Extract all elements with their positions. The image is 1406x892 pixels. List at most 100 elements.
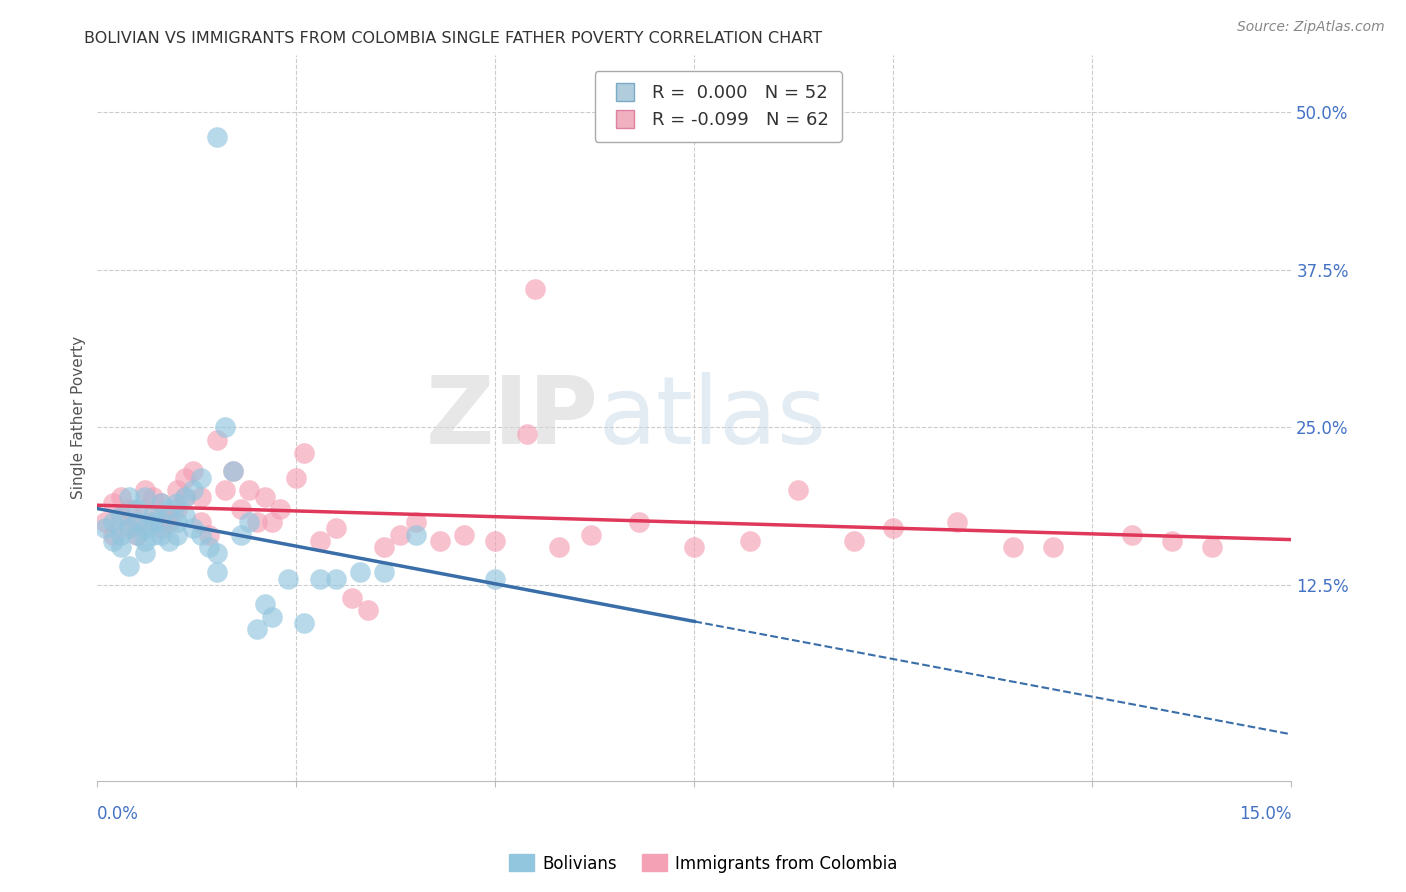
Point <box>579 527 602 541</box>
Point <box>166 483 188 498</box>
Point <box>134 547 156 561</box>
Point <box>190 490 212 504</box>
Point <box>157 502 180 516</box>
Point <box>205 433 228 447</box>
Point <box>157 508 180 523</box>
Point <box>262 515 284 529</box>
Point <box>627 515 650 529</box>
Point <box>110 508 132 523</box>
Text: 15.0%: 15.0% <box>1239 805 1291 823</box>
Point <box>548 540 571 554</box>
Point <box>181 521 204 535</box>
Point <box>103 496 125 510</box>
Point <box>181 483 204 498</box>
Point <box>357 603 380 617</box>
Point <box>1201 540 1223 554</box>
Point <box>325 521 347 535</box>
Point <box>738 533 761 548</box>
Text: atlas: atlas <box>599 372 827 464</box>
Point <box>127 515 149 529</box>
Point <box>134 521 156 535</box>
Point <box>150 496 173 510</box>
Point <box>205 566 228 580</box>
Point <box>118 490 141 504</box>
Point <box>166 527 188 541</box>
Point <box>245 622 267 636</box>
Point <box>190 527 212 541</box>
Point <box>197 527 219 541</box>
Point <box>103 527 125 541</box>
Point <box>134 483 156 498</box>
Point <box>174 471 197 485</box>
Point <box>292 615 315 630</box>
Point <box>166 515 188 529</box>
Point <box>134 502 156 516</box>
Point <box>118 521 141 535</box>
Point <box>882 521 904 535</box>
Point <box>103 515 125 529</box>
Point <box>229 527 252 541</box>
Point <box>325 572 347 586</box>
Point <box>174 508 197 523</box>
Point <box>142 527 165 541</box>
Point <box>1001 540 1024 554</box>
Text: Source: ZipAtlas.com: Source: ZipAtlas.com <box>1237 20 1385 34</box>
Point <box>142 508 165 523</box>
Point <box>309 572 332 586</box>
Point <box>166 496 188 510</box>
Point <box>142 515 165 529</box>
Point <box>205 547 228 561</box>
Point <box>1042 540 1064 554</box>
Text: 0.0%: 0.0% <box>97 805 139 823</box>
Point <box>205 130 228 145</box>
Point <box>174 490 197 504</box>
Point <box>309 533 332 548</box>
Point <box>127 515 149 529</box>
Point <box>484 533 506 548</box>
Point <box>1161 533 1184 548</box>
Point <box>134 533 156 548</box>
Point <box>127 527 149 541</box>
Point <box>134 490 156 504</box>
Point <box>150 515 173 529</box>
Point <box>516 426 538 441</box>
Point <box>150 496 173 510</box>
Point <box>214 420 236 434</box>
Point <box>1121 527 1143 541</box>
Text: ZIP: ZIP <box>426 372 599 464</box>
Point <box>238 515 260 529</box>
Point <box>388 527 411 541</box>
Text: BOLIVIAN VS IMMIGRANTS FROM COLOMBIA SINGLE FATHER POVERTY CORRELATION CHART: BOLIVIAN VS IMMIGRANTS FROM COLOMBIA SIN… <box>84 31 823 46</box>
Point <box>94 521 117 535</box>
Point <box>190 471 212 485</box>
Point <box>142 515 165 529</box>
Point <box>524 281 547 295</box>
Point <box>214 483 236 498</box>
Point <box>174 490 197 504</box>
Legend: Bolivians, Immigrants from Colombia: Bolivians, Immigrants from Colombia <box>502 847 904 880</box>
Point <box>142 490 165 504</box>
Point <box>157 515 180 529</box>
Point <box>269 502 291 516</box>
Point <box>197 540 219 554</box>
Legend: R =  0.000   N = 52, R = -0.099   N = 62: R = 0.000 N = 52, R = -0.099 N = 62 <box>595 71 842 142</box>
Point <box>110 527 132 541</box>
Point <box>253 597 276 611</box>
Point <box>245 515 267 529</box>
Point <box>157 533 180 548</box>
Point <box>150 527 173 541</box>
Point <box>946 515 969 529</box>
Point <box>110 540 132 554</box>
Point <box>110 490 132 504</box>
Point <box>110 508 132 523</box>
Point <box>373 540 395 554</box>
Point <box>118 559 141 574</box>
Point <box>127 527 149 541</box>
Point <box>262 609 284 624</box>
Point <box>683 540 706 554</box>
Point <box>405 527 427 541</box>
Point <box>842 533 865 548</box>
Point <box>221 465 243 479</box>
Point <box>405 515 427 529</box>
Point <box>292 445 315 459</box>
